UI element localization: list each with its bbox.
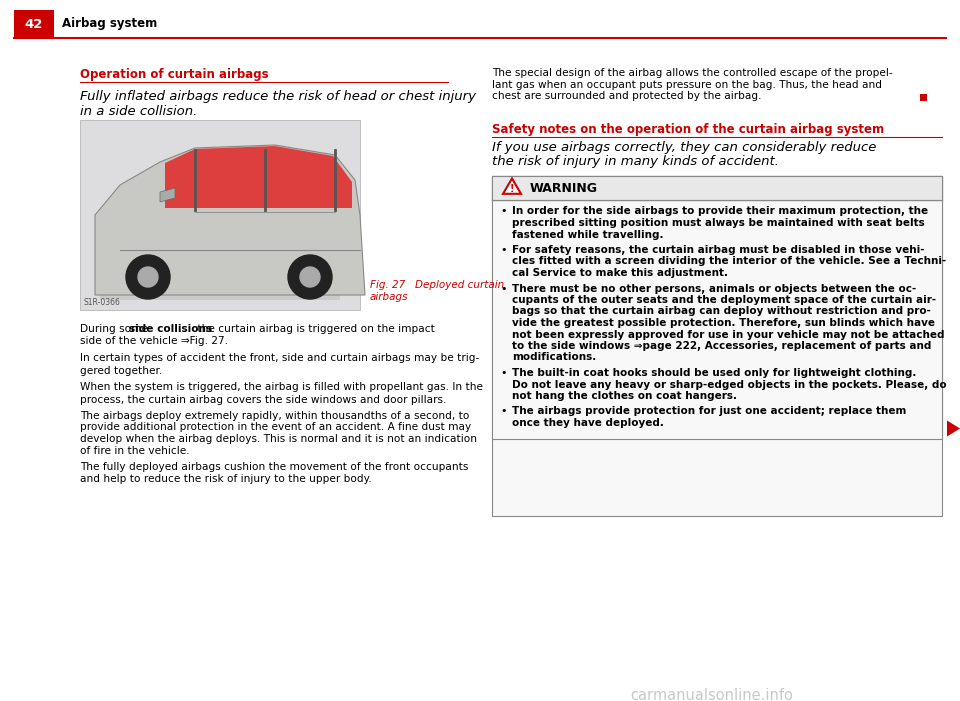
Text: !: ! <box>510 184 515 194</box>
Text: lant gas when an occupant puts pressure on the bag. Thus, the head and: lant gas when an occupant puts pressure … <box>492 79 882 90</box>
Circle shape <box>300 267 320 287</box>
FancyBboxPatch shape <box>492 175 942 200</box>
Text: not been expressly approved for use in your vehicle may not be attached: not been expressly approved for use in y… <box>512 329 945 339</box>
Text: cles fitted with a screen dividing the interior of the vehicle. See a Techni-: cles fitted with a screen dividing the i… <box>512 257 947 266</box>
Text: There must be no other persons, animals or objects between the oc-: There must be no other persons, animals … <box>512 283 916 294</box>
Text: cal Service to make this adjustment.: cal Service to make this adjustment. <box>512 268 728 278</box>
Text: •: • <box>500 207 507 217</box>
FancyBboxPatch shape <box>80 120 360 310</box>
Text: The special design of the airbag allows the controlled escape of the propel-: The special design of the airbag allows … <box>492 68 893 78</box>
Circle shape <box>138 267 158 287</box>
Text: of fire in the vehicle.: of fire in the vehicle. <box>80 446 190 456</box>
Text: prescribed sitting position must always be maintained with seat belts: prescribed sitting position must always … <box>512 218 924 228</box>
Text: WARNING: WARNING <box>530 182 598 195</box>
FancyBboxPatch shape <box>920 93 927 100</box>
FancyBboxPatch shape <box>492 175 942 439</box>
Text: 42: 42 <box>25 18 43 31</box>
Polygon shape <box>160 188 175 202</box>
FancyBboxPatch shape <box>492 175 942 200</box>
Text: provide additional protection in the event of an accident. A fine dust may: provide additional protection in the eve… <box>80 423 471 433</box>
Text: Fig. 27   Deployed curtain: Fig. 27 Deployed curtain <box>370 280 504 290</box>
Polygon shape <box>95 145 365 295</box>
Text: cupants of the outer seats and the deployment space of the curtain air-: cupants of the outer seats and the deplo… <box>512 295 936 305</box>
Text: In certain types of accident the front, side and curtain airbags may be trig-
ge: In certain types of accident the front, … <box>80 353 479 376</box>
Text: The built-in coat hooks should be used only for lightweight clothing.: The built-in coat hooks should be used o… <box>512 368 917 378</box>
Text: If you use airbags correctly, they can considerably reduce: If you use airbags correctly, they can c… <box>492 142 876 154</box>
Text: and help to reduce the risk of injury to the upper body.: and help to reduce the risk of injury to… <box>80 473 372 484</box>
Text: Safety notes on the operation of the curtain airbag system: Safety notes on the operation of the cur… <box>492 123 884 135</box>
Polygon shape <box>947 421 960 437</box>
Text: The airbags deploy extremely rapidly, within thousandths of a second, to: The airbags deploy extremely rapidly, wi… <box>80 411 469 421</box>
Text: •: • <box>500 283 507 294</box>
Text: side of the vehicle ⇒Fig. 27.: side of the vehicle ⇒Fig. 27. <box>80 336 228 346</box>
Text: vide the greatest possible protection. Therefore, sun blinds which have: vide the greatest possible protection. T… <box>512 318 935 328</box>
Text: side collisions: side collisions <box>129 324 212 334</box>
Text: The fully deployed airbags cushion the movement of the front occupants: The fully deployed airbags cushion the m… <box>80 462 468 472</box>
Text: in a side collision.: in a side collision. <box>80 105 198 118</box>
Text: the risk of injury in many kinds of accident.: the risk of injury in many kinds of acci… <box>492 156 779 168</box>
FancyBboxPatch shape <box>492 175 942 516</box>
Text: Airbag system: Airbag system <box>62 18 157 31</box>
Text: When the system is triggered, the airbag is filled with propellant gas. In the
p: When the system is triggered, the airbag… <box>80 382 483 404</box>
Circle shape <box>288 255 332 299</box>
Circle shape <box>126 255 170 299</box>
FancyBboxPatch shape <box>14 10 54 38</box>
Text: Do not leave any heavy or sharp-edged objects in the pockets. Please, do: Do not leave any heavy or sharp-edged ob… <box>512 379 947 390</box>
FancyBboxPatch shape <box>100 292 340 300</box>
Text: Operation of curtain airbags: Operation of curtain airbags <box>80 68 269 81</box>
Text: carmanualsonline.info: carmanualsonline.info <box>630 688 793 701</box>
Text: •: • <box>500 245 507 255</box>
Text: chest are surrounded and protected by the airbag.: chest are surrounded and protected by th… <box>492 91 761 101</box>
Text: develop when the airbag deploys. This is normal and it is not an indication: develop when the airbag deploys. This is… <box>80 434 477 444</box>
Text: The airbags provide protection for just one accident; replace them: The airbags provide protection for just … <box>512 407 906 416</box>
Polygon shape <box>165 146 352 208</box>
Text: airbags: airbags <box>370 292 409 302</box>
Text: S1R-0366: S1R-0366 <box>84 298 121 307</box>
Text: •: • <box>500 407 507 416</box>
Text: the curtain airbag is triggered on the impact: the curtain airbag is triggered on the i… <box>194 324 435 334</box>
Text: modifications.: modifications. <box>512 353 596 362</box>
Text: Fully inflated airbags reduce the risk of head or chest injury: Fully inflated airbags reduce the risk o… <box>80 90 476 103</box>
Text: In order for the side airbags to provide their maximum protection, the: In order for the side airbags to provide… <box>512 207 928 217</box>
Polygon shape <box>503 179 521 193</box>
Text: •: • <box>500 368 507 378</box>
Text: bags so that the curtain airbag can deploy without restriction and pro-: bags so that the curtain airbag can depl… <box>512 306 931 316</box>
Text: For safety reasons, the curtain airbag must be disabled in those vehi-: For safety reasons, the curtain airbag m… <box>512 245 924 255</box>
Text: not hang the clothes on coat hangers.: not hang the clothes on coat hangers. <box>512 391 737 401</box>
Text: fastened while travelling.: fastened while travelling. <box>512 229 663 240</box>
Text: During some: During some <box>80 324 152 334</box>
Text: once they have deployed.: once they have deployed. <box>512 418 664 428</box>
Text: to the side windows ⇒page 222, Accessories, replacement of parts and: to the side windows ⇒page 222, Accessori… <box>512 341 931 351</box>
